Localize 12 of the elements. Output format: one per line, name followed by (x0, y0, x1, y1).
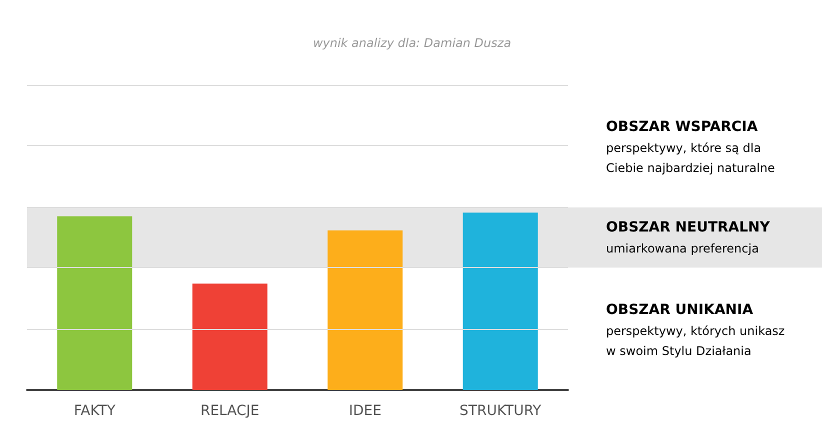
text: OBSZAR WSPARCIA perspektywy, które są dla Ciebie najbardziej naturalne (606, 119, 775, 175)
x-tick-label: FAKTY (74, 403, 116, 419)
band-label: OBSZAR NEUTRALNY umiarkowana preferencja (606, 220, 771, 256)
chart-title: wynik analizy dla: Damian Dusza (312, 36, 512, 50)
bar (192, 284, 268, 390)
x-tick-label: RELACJE (200, 403, 260, 419)
text: OBSZAR UNIKANIA perspektywy, których unikasz w swoim Stylu Działania (606, 302, 785, 358)
bar (462, 212, 538, 390)
x-tick-label: IDEE (348, 403, 382, 419)
x-tick-label: STRUKTURY (460, 403, 542, 419)
bar (57, 216, 132, 390)
bar (328, 230, 403, 390)
